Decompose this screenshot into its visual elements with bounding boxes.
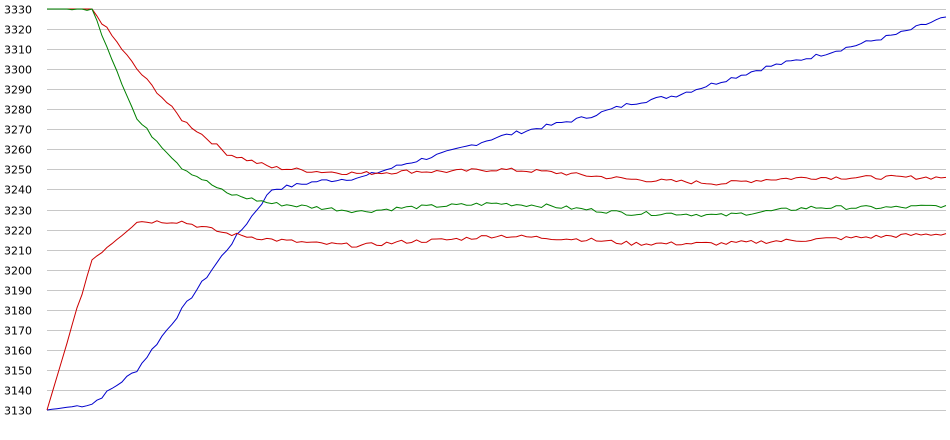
y-tick-label: 3330 [4,4,32,17]
y-tick-label: 3310 [4,44,32,57]
series-line-1 [46,16,947,411]
series-line-3 [47,8,947,218]
series-line-2 [47,8,947,186]
y-tick-label: 3220 [4,225,32,238]
y-axis: 3130 3140 3150 3160 3170 3180 3190 3200 3210 3220… [4,4,32,418]
y-tick-label: 3160 [4,345,32,358]
y-tick-label: 3200 [4,265,32,278]
y-tick-label: 3140 [4,385,32,398]
y-tick-label: 3170 [4,325,32,338]
series-line-4 [46,220,947,411]
y-tick-label: 3210 [4,245,32,258]
y-tick-label: 3150 [4,365,32,378]
y-tick-label: 3270 [4,124,32,137]
y-tick-label: 3190 [4,285,32,298]
y-tick-label: 3300 [4,64,32,77]
y-tick-label: 3320 [4,24,32,37]
y-tick-label: 3280 [4,104,32,117]
series-lines [46,8,947,411]
y-tick-label: 3180 [4,305,32,318]
y-tick-label: 3130 [4,405,32,418]
y-tick-label: 3240 [4,184,32,197]
gridlines [47,9,946,411]
y-tick-label: 3250 [4,164,32,177]
y-tick-label: 3230 [4,205,32,218]
y-tick-label: 3290 [4,84,32,97]
y-tick-label: 3260 [4,144,32,157]
